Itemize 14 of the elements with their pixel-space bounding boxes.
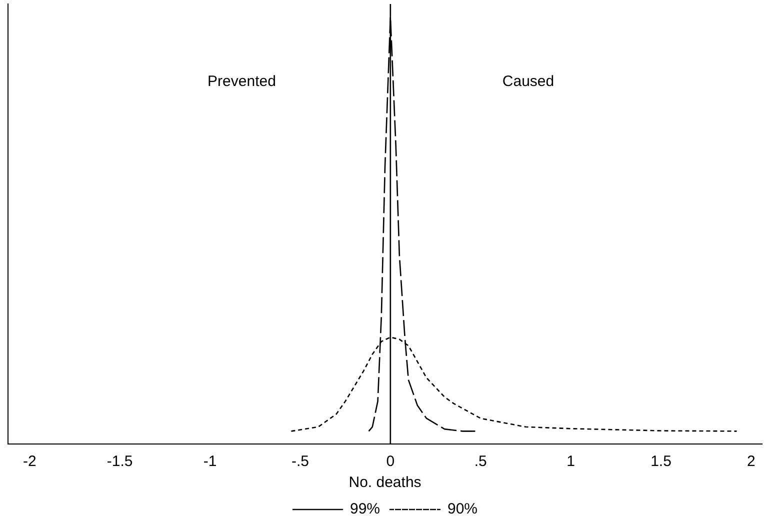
x-tick-label: 2 (747, 453, 756, 470)
x-tick-label: -.5 (291, 453, 309, 470)
x-tick-label: -2 (22, 453, 36, 470)
x-tick-label: 1.5 (650, 453, 672, 470)
x-tick-label: .5 (474, 453, 487, 470)
annotation: Prevented (208, 73, 276, 90)
x-tick-label: 0 (386, 453, 395, 470)
x-tick-label: -1.5 (106, 453, 133, 470)
x-tick-label: -1 (203, 453, 217, 470)
legend-label: 99% (350, 500, 380, 518)
x-tick-label: 1 (566, 453, 575, 470)
x-axis-title: No. deaths (348, 474, 422, 492)
annotation: Caused (502, 73, 554, 90)
legend-label: 90% (448, 500, 478, 518)
